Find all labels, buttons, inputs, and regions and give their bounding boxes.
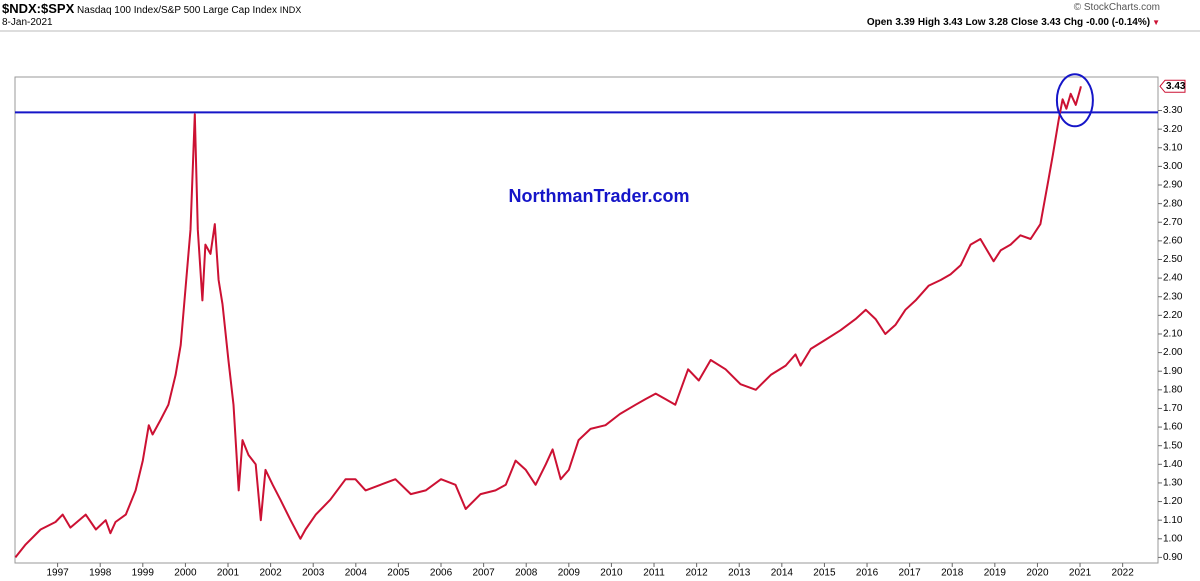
x-tick-label: 2018 [941, 568, 964, 579]
quote-value: 3.39 [895, 17, 915, 28]
x-tick-label: 1998 [89, 568, 112, 579]
y-tick-label: 2.50 [1163, 254, 1183, 265]
header-title: $NDX:$SPX Nasdaq 100 Index/S&P 500 Large… [2, 1, 301, 16]
date: 8-Jan-2021 [2, 17, 53, 28]
y-tick-label: 3.10 [1163, 142, 1183, 153]
quote: Open 3.39 High 3.43 Low 3.28 Close 3.43 Chg -0.00… [864, 17, 1160, 28]
quote-value: -0.00 (-0.14%) [1086, 17, 1151, 28]
x-tick-label: 2010 [600, 568, 623, 579]
y-tick-label: 3.30 [1163, 105, 1183, 116]
x-tick-label: 2012 [686, 568, 709, 579]
x-tick-label: 2008 [515, 568, 538, 579]
y-tick-label: 1.70 [1163, 403, 1183, 414]
quote-value: 3.43 [943, 17, 963, 28]
y-tick-label: 0.90 [1163, 552, 1183, 563]
y-tick-label: 1.10 [1163, 515, 1183, 526]
y-tick-label: 2.70 [1163, 217, 1183, 228]
symbol: $NDX:$SPX [2, 1, 75, 16]
x-tick-label: 2000 [174, 568, 197, 579]
price-line [14, 86, 1082, 559]
x-tick-label: 2017 [899, 568, 922, 579]
y-tick-label: 1.80 [1163, 384, 1183, 395]
y-tick-label: 2.80 [1163, 198, 1183, 209]
y-tick-label: 1.20 [1163, 496, 1183, 507]
x-tick-label: 2015 [813, 568, 836, 579]
exchange: INDX [279, 5, 302, 15]
x-tick-label: 2016 [856, 568, 879, 579]
x-tick-label: 2002 [259, 568, 282, 579]
down-icon: ▼ [1152, 18, 1160, 27]
last-value-tag [1159, 79, 1186, 93]
x-tick-label: 2006 [430, 568, 453, 579]
quote-label: Chg [1063, 17, 1084, 28]
annotation: NorthmanTrader.com [508, 186, 689, 206]
x-tick-label: 2019 [984, 568, 1007, 579]
y-tick-label: 2.20 [1163, 310, 1183, 321]
x-tick-label: 2004 [345, 568, 368, 579]
y-tick-label: 2.10 [1163, 329, 1183, 340]
x-tick-label: 2014 [771, 568, 794, 579]
y-tick-label: 1.30 [1163, 478, 1183, 489]
last-value-label: 3.43 [1166, 81, 1186, 92]
highlight-circle [1055, 73, 1094, 128]
x-tick-label: 1997 [46, 568, 69, 579]
x-tick-label: 2022 [1112, 568, 1135, 579]
quote-label: Low [965, 17, 986, 28]
quote-label: Open [866, 17, 893, 28]
quote-label: Close [1011, 17, 1039, 28]
y-tick-label: 3.00 [1163, 161, 1183, 172]
quote-value: 3.43 [1041, 17, 1061, 28]
x-tick-label: 2020 [1026, 568, 1049, 579]
plot-frame [14, 76, 1159, 564]
y-tick-label: 2.40 [1163, 273, 1183, 284]
copyright: © StockCharts.com [1073, 2, 1160, 13]
x-tick-label: 2005 [387, 568, 410, 579]
y-tick-label: 2.30 [1163, 291, 1183, 302]
x-tick-label: 2007 [472, 568, 495, 579]
quote-label: High [917, 17, 941, 28]
y-tick-label: 2.00 [1163, 347, 1183, 358]
y-tick-label: 1.90 [1163, 366, 1183, 377]
x-tick-label: 2003 [302, 568, 325, 579]
x-tick-label: 2001 [217, 568, 240, 579]
quote-value: 3.28 [988, 17, 1008, 28]
index-name: Nasdaq 100 Index/S&P 500 Large Cap Index [77, 5, 277, 16]
y-tick-label: 2.60 [1163, 236, 1183, 247]
x-tick-label: 2021 [1069, 568, 1092, 579]
y-tick-label: 1.60 [1163, 422, 1183, 433]
x-tick-label: 2013 [728, 568, 751, 579]
y-tick-label: 2.90 [1163, 180, 1183, 191]
y-tick-label: 3.20 [1163, 124, 1183, 135]
x-tick-label: 1999 [132, 568, 155, 579]
x-tick-label: 2011 [643, 568, 665, 579]
y-tick-label: 1.00 [1163, 533, 1183, 544]
x-tick-label: 2009 [558, 568, 581, 579]
y-tick-label: 1.40 [1163, 459, 1183, 470]
y-tick-label: 1.50 [1163, 440, 1183, 451]
